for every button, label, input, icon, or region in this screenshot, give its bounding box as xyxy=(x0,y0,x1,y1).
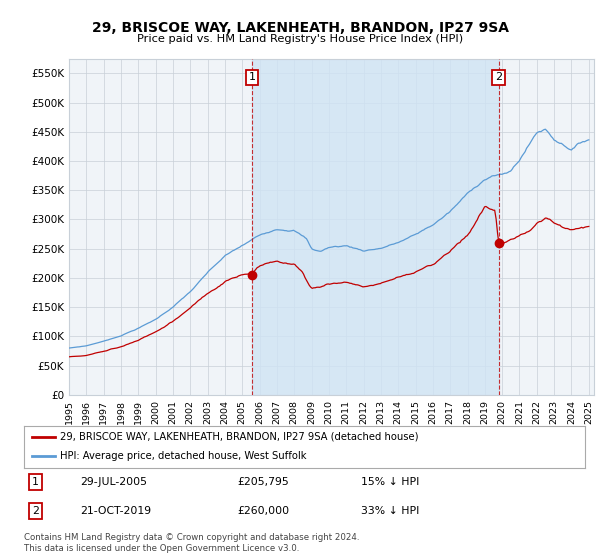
Text: 21-OCT-2019: 21-OCT-2019 xyxy=(80,506,151,516)
Text: 1: 1 xyxy=(32,477,38,487)
Text: HPI: Average price, detached house, West Suffolk: HPI: Average price, detached house, West… xyxy=(61,451,307,461)
Text: 2: 2 xyxy=(32,506,38,516)
Text: £260,000: £260,000 xyxy=(237,506,289,516)
Text: 15% ↓ HPI: 15% ↓ HPI xyxy=(361,477,419,487)
Text: 29-JUL-2005: 29-JUL-2005 xyxy=(80,477,147,487)
Text: 1: 1 xyxy=(248,72,256,82)
Text: 33% ↓ HPI: 33% ↓ HPI xyxy=(361,506,419,516)
Text: Contains HM Land Registry data © Crown copyright and database right 2024.
This d: Contains HM Land Registry data © Crown c… xyxy=(24,533,359,553)
Bar xyxy=(252,59,499,395)
Text: £205,795: £205,795 xyxy=(237,477,289,487)
Text: Price paid vs. HM Land Registry's House Price Index (HPI): Price paid vs. HM Land Registry's House … xyxy=(137,34,463,44)
Text: 2: 2 xyxy=(495,72,502,82)
Text: 29, BRISCOE WAY, LAKENHEATH, BRANDON, IP27 9SA (detached house): 29, BRISCOE WAY, LAKENHEATH, BRANDON, IP… xyxy=(61,432,419,442)
Text: 29, BRISCOE WAY, LAKENHEATH, BRANDON, IP27 9SA: 29, BRISCOE WAY, LAKENHEATH, BRANDON, IP… xyxy=(91,21,509,35)
